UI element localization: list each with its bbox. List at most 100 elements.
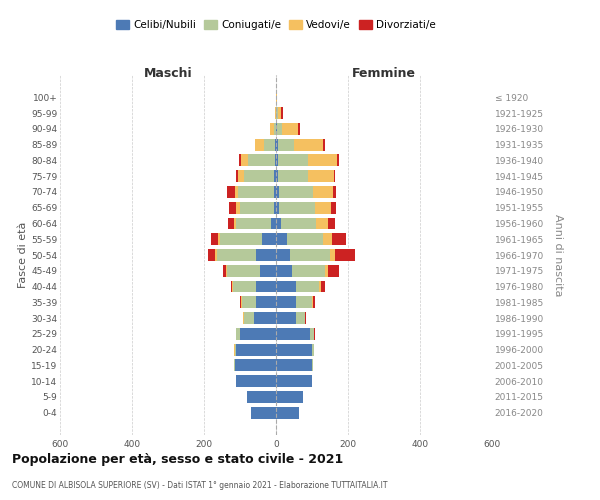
- Bar: [332, 234, 346, 245]
- Bar: [226, 265, 227, 276]
- Bar: [275, 107, 276, 119]
- Bar: [276, 249, 290, 261]
- Bar: [310, 328, 314, 340]
- Bar: [276, 123, 277, 134]
- Bar: [287, 234, 323, 245]
- Bar: [274, 186, 276, 198]
- Bar: [278, 107, 281, 119]
- Text: Femmine: Femmine: [352, 67, 416, 80]
- Bar: [330, 249, 335, 261]
- Bar: [235, 344, 236, 355]
- Bar: [296, 280, 319, 292]
- Bar: [313, 186, 333, 198]
- Bar: [244, 312, 254, 324]
- Bar: [254, 312, 276, 324]
- Bar: [333, 186, 337, 198]
- Bar: [308, 154, 337, 166]
- Bar: [239, 154, 241, 166]
- Bar: [292, 265, 325, 276]
- Bar: [276, 138, 278, 150]
- Bar: [234, 360, 235, 372]
- Bar: [276, 186, 279, 198]
- Bar: [233, 218, 236, 230]
- Bar: [275, 154, 276, 166]
- Y-axis label: Anni di nascita: Anni di nascita: [553, 214, 563, 296]
- Bar: [276, 344, 312, 355]
- Bar: [242, 296, 256, 308]
- Bar: [274, 170, 276, 182]
- Bar: [236, 202, 240, 213]
- Bar: [247, 391, 276, 403]
- Bar: [256, 296, 276, 308]
- Bar: [228, 218, 233, 230]
- Bar: [276, 265, 292, 276]
- Bar: [276, 107, 278, 119]
- Bar: [236, 344, 276, 355]
- Bar: [276, 280, 296, 292]
- Bar: [271, 218, 276, 230]
- Bar: [296, 312, 305, 324]
- Bar: [308, 170, 334, 182]
- Bar: [275, 138, 276, 150]
- Bar: [319, 280, 321, 292]
- Bar: [274, 202, 276, 213]
- Bar: [312, 360, 313, 372]
- Bar: [296, 296, 312, 308]
- Bar: [251, 407, 276, 418]
- Bar: [230, 280, 232, 292]
- Bar: [276, 360, 312, 372]
- Bar: [278, 138, 294, 150]
- Bar: [208, 249, 215, 261]
- Bar: [256, 280, 276, 292]
- Bar: [238, 170, 244, 182]
- Bar: [276, 234, 287, 245]
- Bar: [276, 154, 278, 166]
- Bar: [217, 249, 256, 261]
- Bar: [337, 154, 339, 166]
- Bar: [276, 407, 299, 418]
- Bar: [313, 296, 315, 308]
- Bar: [236, 218, 271, 230]
- Bar: [279, 202, 315, 213]
- Bar: [282, 123, 298, 134]
- Bar: [290, 249, 330, 261]
- Bar: [265, 138, 275, 150]
- Bar: [298, 123, 300, 134]
- Bar: [323, 234, 332, 245]
- Bar: [238, 186, 274, 198]
- Bar: [315, 202, 331, 213]
- Bar: [335, 249, 355, 261]
- Text: Maschi: Maschi: [143, 67, 193, 80]
- Bar: [262, 234, 276, 245]
- Bar: [276, 218, 281, 230]
- Bar: [276, 328, 310, 340]
- Text: Popolazione per età, sesso e stato civile - 2021: Popolazione per età, sesso e stato civil…: [12, 452, 343, 466]
- Bar: [229, 202, 236, 213]
- Bar: [312, 296, 313, 308]
- Bar: [281, 218, 316, 230]
- Bar: [276, 202, 279, 213]
- Bar: [215, 249, 217, 261]
- Bar: [211, 234, 218, 245]
- Bar: [331, 202, 337, 213]
- Bar: [242, 312, 243, 324]
- Y-axis label: Fasce di età: Fasce di età: [18, 222, 28, 288]
- Bar: [236, 376, 276, 387]
- Bar: [276, 296, 296, 308]
- Bar: [334, 170, 335, 182]
- Text: COMUNE DI ALBISOLA SUPERIORE (SV) - Dati ISTAT 1° gennaio 2021 - Elaborazione TU: COMUNE DI ALBISOLA SUPERIORE (SV) - Dati…: [12, 480, 388, 490]
- Bar: [276, 376, 312, 387]
- Bar: [277, 123, 282, 134]
- Bar: [321, 280, 325, 292]
- Bar: [240, 328, 276, 340]
- Bar: [274, 123, 275, 134]
- Bar: [218, 234, 220, 245]
- Bar: [223, 265, 226, 276]
- Bar: [255, 138, 256, 150]
- Bar: [236, 328, 240, 340]
- Bar: [260, 265, 276, 276]
- Bar: [328, 265, 339, 276]
- Bar: [278, 154, 308, 166]
- Bar: [256, 249, 276, 261]
- Bar: [294, 138, 323, 150]
